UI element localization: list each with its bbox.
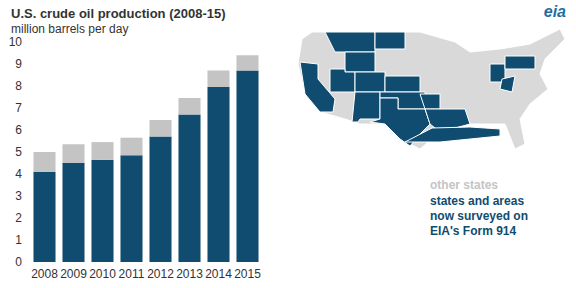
svg-text:states and areas: states and areas [430, 194, 527, 208]
svg-text:million barrels per day: million barrels per day [11, 22, 128, 36]
svg-text:2014: 2014 [205, 267, 232, 281]
svg-text:7: 7 [15, 101, 22, 115]
svg-text:2015: 2015 [234, 267, 261, 281]
svg-text:3: 3 [15, 189, 22, 203]
svg-text:EIA's Form 914: EIA's Form 914 [430, 224, 517, 238]
svg-text:U.S. crude oil production (200: U.S. crude oil production (2008-15) [11, 6, 226, 21]
svg-text:9: 9 [15, 57, 22, 71]
svg-text:other states: other states [430, 178, 498, 192]
svg-text:2011: 2011 [119, 267, 145, 281]
svg-text:2010: 2010 [89, 267, 116, 281]
svg-text:1: 1 [15, 233, 22, 247]
svg-text:eia: eia [544, 3, 566, 20]
svg-text:0: 0 [15, 255, 22, 269]
svg-text:10: 10 [9, 35, 23, 49]
svg-text:6: 6 [15, 123, 22, 137]
svg-text:4: 4 [15, 167, 22, 181]
svg-text:5: 5 [15, 145, 22, 159]
svg-text:2012: 2012 [147, 267, 174, 281]
svg-text:2013: 2013 [176, 267, 203, 281]
svg-text:2009: 2009 [60, 267, 87, 281]
svg-text:now surveyed on: now surveyed on [430, 209, 531, 223]
svg-text:2: 2 [15, 211, 22, 225]
svg-text:2008: 2008 [31, 267, 58, 281]
svg-text:8: 8 [15, 79, 22, 93]
